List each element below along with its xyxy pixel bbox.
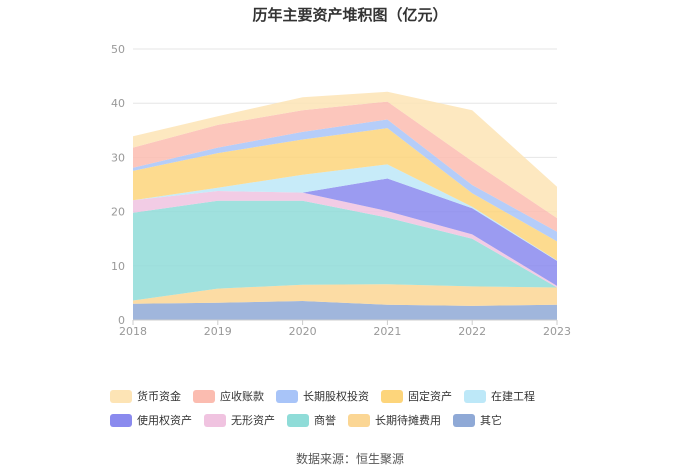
legend-label: 长期股权投资 — [303, 390, 369, 403]
y-tick-label: 30 — [111, 151, 125, 164]
legend-item[interactable]: 长期股权投资 — [276, 388, 369, 404]
x-tick-label: 2019 — [204, 325, 232, 338]
area-series — [133, 200, 557, 301]
legend-item[interactable]: 其它 — [453, 412, 502, 428]
legend-swatch — [287, 413, 309, 427]
legend-item[interactable]: 在建工程 — [464, 388, 535, 404]
area-series — [133, 101, 557, 232]
data-source: 数据来源：恒生聚源 — [295, 452, 404, 466]
legend-item[interactable]: 长期待摊费用 — [348, 412, 441, 428]
legend-swatch — [348, 413, 370, 427]
chart-title: 历年主要资产堆积图（亿元） — [252, 6, 448, 24]
legend-label: 货币资金 — [137, 390, 181, 403]
x-tick-label: 2022 — [458, 325, 486, 338]
legend-swatch — [193, 389, 215, 403]
legend-item[interactable]: 固定资产 — [381, 388, 452, 404]
legend-item[interactable]: 商誉 — [287, 412, 336, 428]
legend-item[interactable]: 货币资金 — [110, 388, 181, 404]
y-tick-label: 0 — [118, 314, 125, 327]
legend-label: 无形资产 — [231, 414, 275, 427]
area-series — [133, 128, 557, 261]
legend-label: 商誉 — [314, 414, 336, 427]
legend-label: 固定资产 — [408, 390, 452, 403]
legend-swatch — [453, 413, 475, 427]
chart-plot: 0 10 20 30 40 50 2018 2019 2020 2021 2022 2023 — [111, 43, 571, 338]
legend-swatch — [276, 389, 298, 403]
legend-item[interactable]: 无形资产 — [204, 412, 275, 428]
legend-item[interactable]: 使用权资产 — [110, 412, 192, 428]
y-tick-label: 20 — [111, 206, 125, 219]
legend-label: 其它 — [480, 414, 502, 427]
x-tick-label: 2018 — [119, 325, 147, 338]
legend-item[interactable]: 应收账款 — [193, 388, 264, 404]
legend-label: 使用权资产 — [137, 414, 192, 427]
x-tick-label: 2021 — [373, 325, 401, 338]
legend-label: 应收账款 — [220, 390, 264, 403]
area-series — [133, 178, 557, 286]
legend-label: 长期待摊费用 — [375, 414, 441, 427]
area-series — [133, 91, 557, 219]
area-series — [133, 284, 557, 306]
area-series — [133, 301, 557, 320]
legend-swatch — [381, 389, 403, 403]
legend-swatch — [464, 389, 486, 403]
area-series — [133, 164, 557, 261]
legend-label: 在建工程 — [491, 390, 535, 403]
x-tick-label: 2023 — [543, 325, 571, 338]
x-tick-label: 2020 — [289, 325, 317, 338]
y-tick-label: 10 — [111, 260, 125, 273]
area-series — [133, 191, 557, 288]
y-tick-label: 40 — [111, 97, 125, 110]
chart-legend: 货币资金 应收账款 长期股权投资 固定资产 在建工程使用权资产 无形资产 商誉 长期待摊费用 其… — [110, 388, 600, 428]
y-tick-label: 50 — [111, 43, 125, 56]
legend-swatch — [110, 389, 132, 403]
legend-swatch — [204, 413, 226, 427]
legend-swatch — [110, 413, 132, 427]
